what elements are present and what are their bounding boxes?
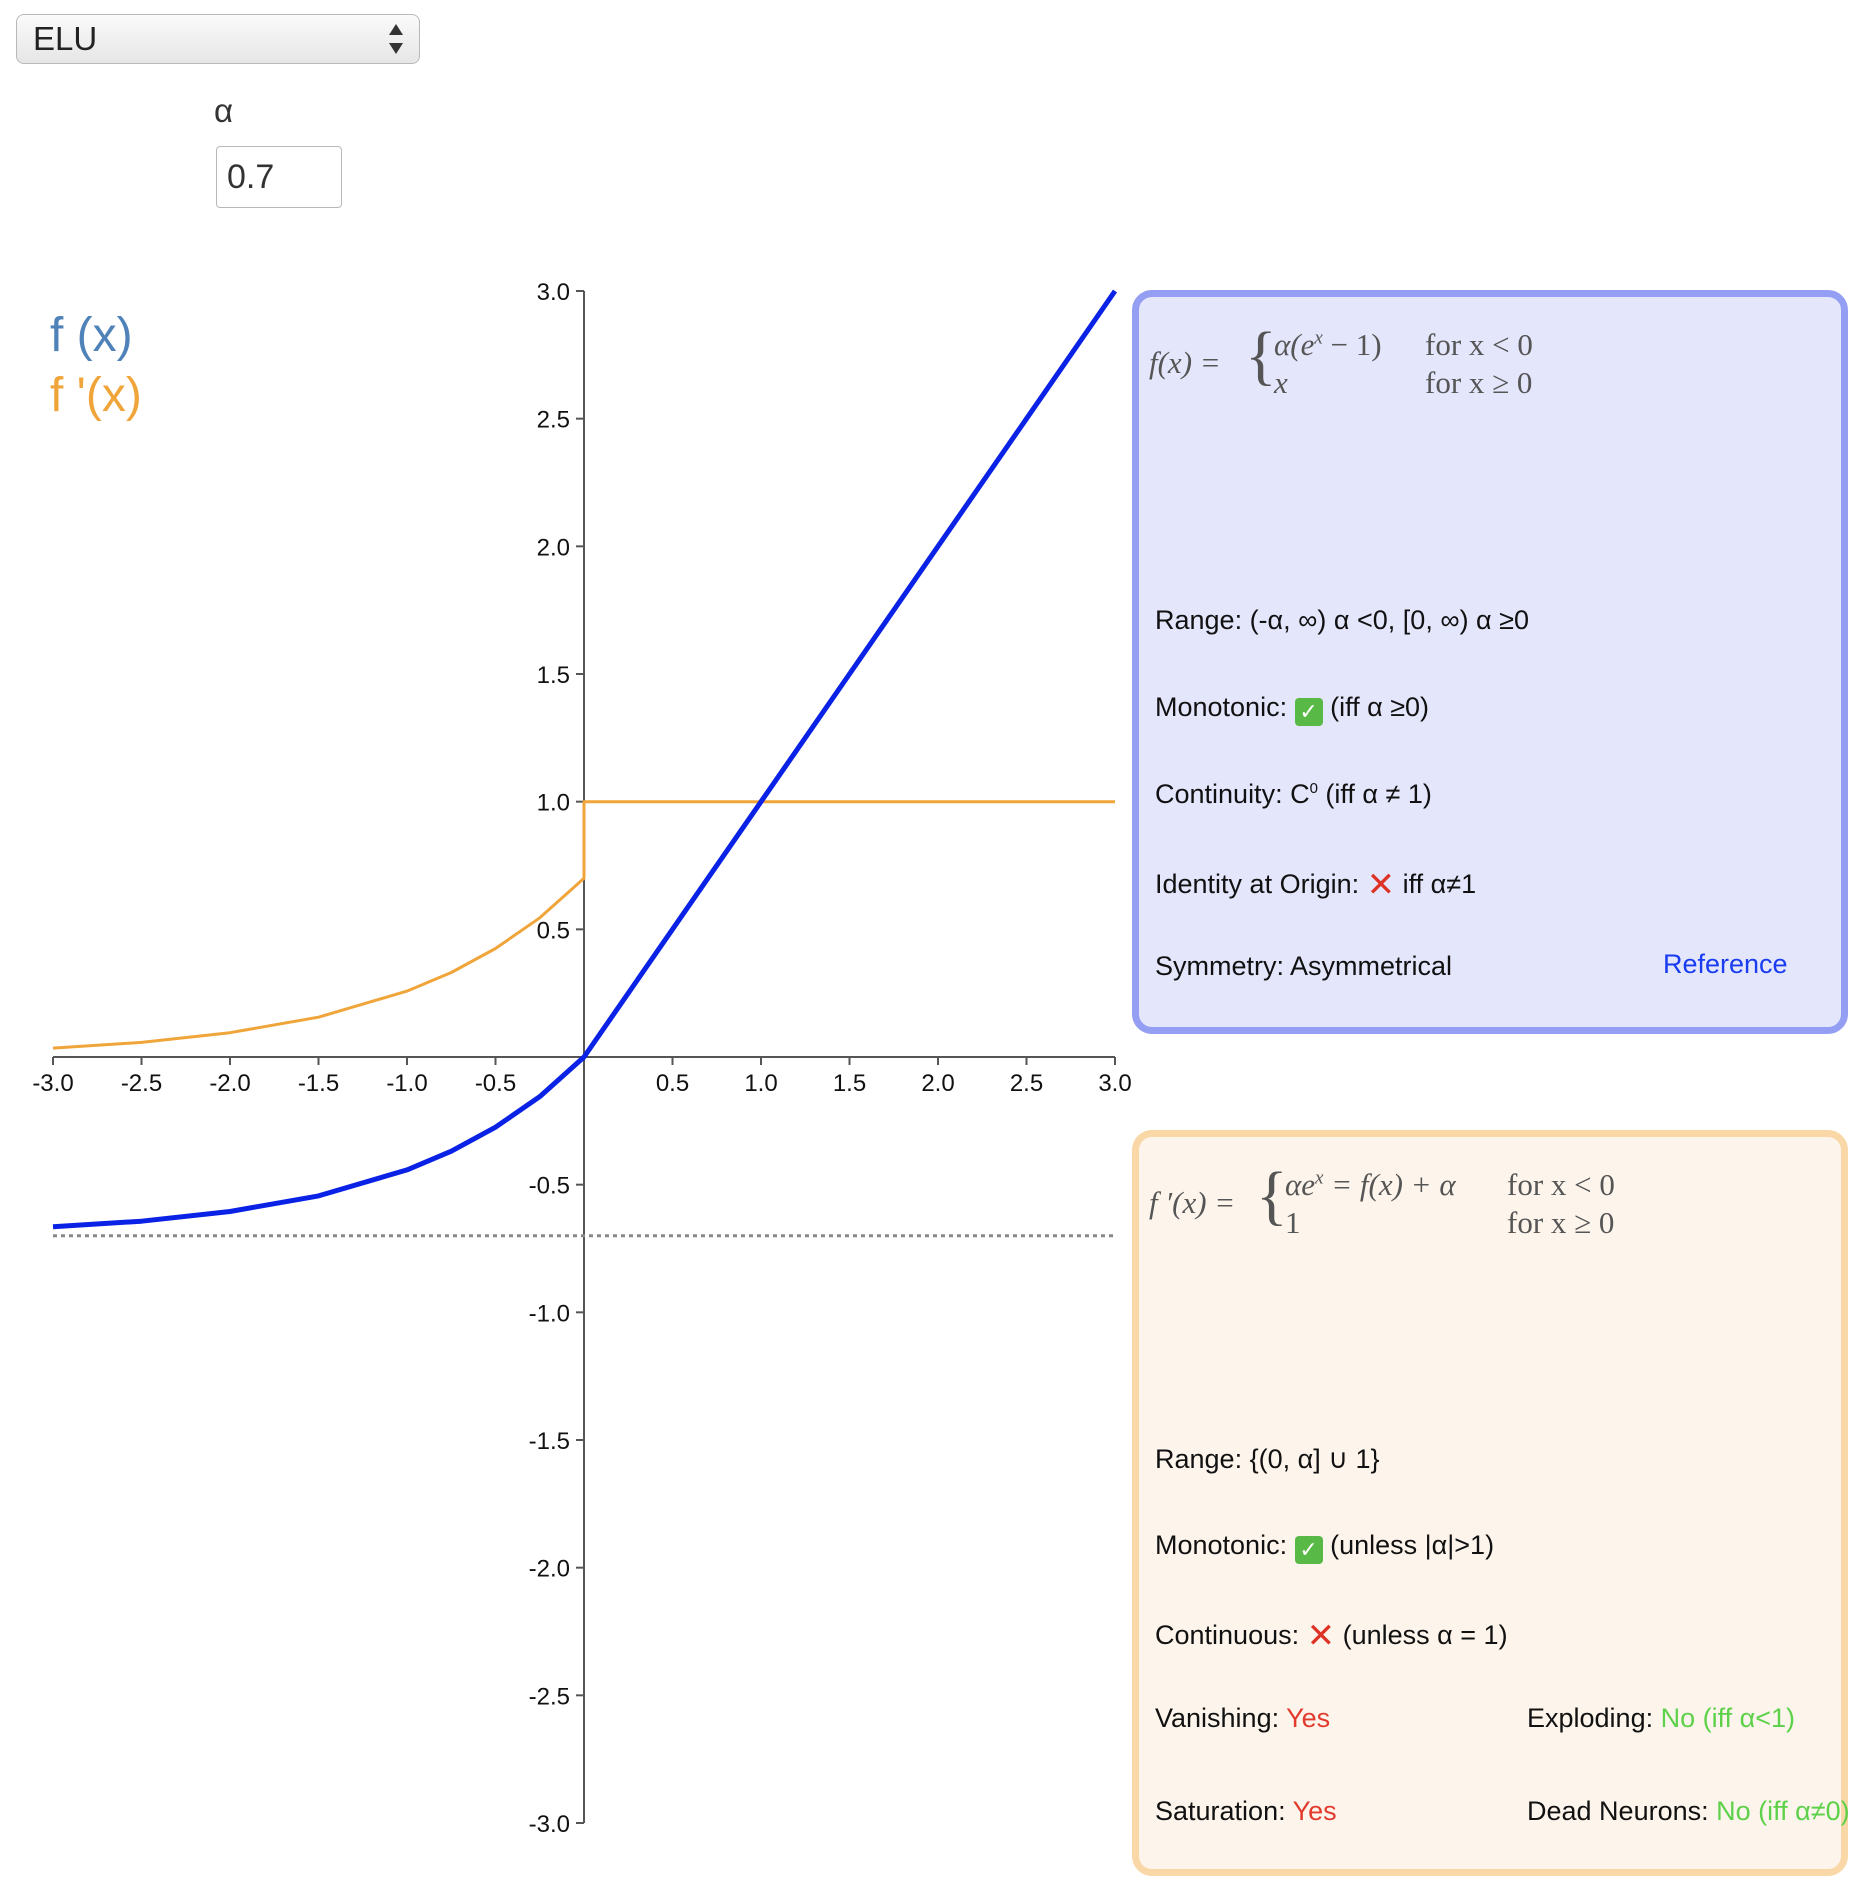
x-tick-label: -1.0 [386,1070,427,1097]
x-tick-label: -1.5 [298,1070,339,1097]
monotonic-note: (iff α ≥0) [1330,692,1430,722]
derivative-monotonic-row: Monotonic: ✓ (unless |α|>1) [1155,1530,1494,1564]
formula-case1-sup: x [1314,327,1323,349]
y-tick-label: 2.5 [537,407,570,434]
derivative-case1-a: αe [1285,1167,1316,1202]
select-arrows-icon [389,24,403,54]
identity-note: iff α≠1 [1402,869,1477,899]
formula-case2-cond: for x ≥ 0 [1425,365,1533,400]
continuity-note: (iff α ≠ 1) [1317,779,1432,809]
dead-neurons-value: No (iff α≠0) [1716,1796,1850,1826]
y-tick-label: 3.0 [537,279,570,306]
formula-case1-tail: − 1) [1322,327,1382,362]
formula-case1-cond: for x < 0 [1425,327,1533,362]
dfx-series-line [52,800,1115,1050]
cross-icon: ✕ [1306,1617,1336,1655]
check-icon: ✓ [1294,1536,1323,1564]
y-tick-label: 2.0 [537,534,570,561]
x-tick-label: -2.5 [121,1070,162,1097]
vanishing-label: Vanishing: [1155,1703,1280,1733]
activation-select-value: ELU [33,20,98,57]
identity-row: Identity at Origin: ✕ iff α≠1 [1155,865,1476,905]
saturation-row: Saturation: Yes [1155,1796,1337,1827]
y-tick-label: -2.0 [529,1556,570,1583]
dead-neurons-label: Dead Neurons: [1527,1796,1709,1826]
x-tick-label: 0.5 [656,1070,689,1097]
x-tick-label: -2.0 [209,1070,250,1097]
symmetry-text: Symmetry: Asymmetrical [1155,951,1453,981]
function-info-panel: f(x) = { α(ex − 1) for x < 0 x for x ≥ 0… [1132,290,1848,1034]
x-tick-label: -0.5 [475,1070,516,1097]
monotonic-label: Monotonic: [1155,692,1288,722]
derivative-lhs: f ′(x) = [1149,1185,1236,1220]
continuity-row: Continuity: C0 (iff α ≠ 1) [1155,779,1432,810]
x-tick-label: 2.5 [1010,1070,1043,1097]
derivative-case1-sup: x [1315,1167,1324,1189]
formula-case2: x [1274,365,1288,400]
exploding-value: No (iff α<1) [1660,1703,1796,1733]
continuity-label: Continuity: C [1155,779,1310,809]
derivative-case2: 1 [1285,1205,1301,1240]
continuous-note: (unless α = 1) [1342,1620,1508,1650]
y-tick-label: -2.5 [529,1683,570,1710]
y-tick-label: -3.0 [529,1811,570,1838]
legend-dfx: f '(x) [50,369,142,422]
exploding-row: Exploding: No (iff α<1) [1527,1703,1795,1734]
identity-label: Identity at Origin: [1155,869,1360,899]
saturation-label: Saturation: [1155,1796,1286,1826]
y-tick-label: 0.5 [537,917,570,944]
cross-icon: ✕ [1366,866,1396,904]
x-tick-label: 2.0 [921,1070,954,1097]
alpha-label: α [214,92,234,129]
x-tick-label: 1.5 [833,1070,866,1097]
continuous-row: Continuous: ✕ (unless α = 1) [1155,1616,1508,1656]
continuous-label: Continuous: [1155,1620,1300,1650]
x-tick-label: 3.0 [1098,1070,1131,1097]
derivative-case1-b: = f(x) + α [1323,1167,1456,1202]
derivative-info-panel: f ′(x) = { αex = f(x) + α for x < 0 1 fo… [1132,1130,1850,1876]
y-tick-label: -1.5 [529,1428,570,1455]
y-tick-label: 1.0 [537,790,570,817]
formula-case1: α(e [1274,327,1315,362]
saturation-value: Yes [1292,1796,1337,1826]
y-tick-label: -0.5 [529,1173,570,1200]
y-tick-label: -1.0 [529,1300,570,1327]
monotonic-row: Monotonic: ✓ (iff α ≥0) [1155,692,1429,726]
fx-series-line [52,289,1118,1230]
x-tick-label: -3.0 [32,1070,73,1097]
derivative-case2-cond: for x ≥ 0 [1507,1205,1615,1240]
y-tick-label: 1.5 [537,662,570,689]
alpha-input[interactable]: 0.7 [216,146,342,208]
x-tick-label: 1.0 [744,1070,777,1097]
derivative-monotonic-note: (unless |α|>1) [1330,1530,1495,1560]
derivative-range-text: Range: {(0, α] ∪ 1} [1155,1444,1380,1474]
activation-select[interactable]: ELU [16,14,420,64]
continuity-sup: 0 [1309,780,1318,797]
range-text: Range: (-α, ∞) α <0, [0, ∞) α ≥0 [1155,605,1530,635]
check-icon: ✓ [1294,698,1323,726]
reference-link[interactable]: Reference [1663,949,1788,979]
vanishing-row: Vanishing: Yes [1155,1703,1330,1734]
derivative-case1-cond: for x < 0 [1507,1167,1615,1202]
vanishing-value: Yes [1286,1703,1331,1733]
formula-lhs: f(x) = [1149,345,1221,380]
dead-neurons-row: Dead Neurons: No (iff α≠0) [1527,1796,1850,1827]
legend-fx: f (x) [50,309,133,362]
derivative-monotonic-label: Monotonic: [1155,1530,1288,1560]
exploding-label: Exploding: [1527,1703,1654,1733]
